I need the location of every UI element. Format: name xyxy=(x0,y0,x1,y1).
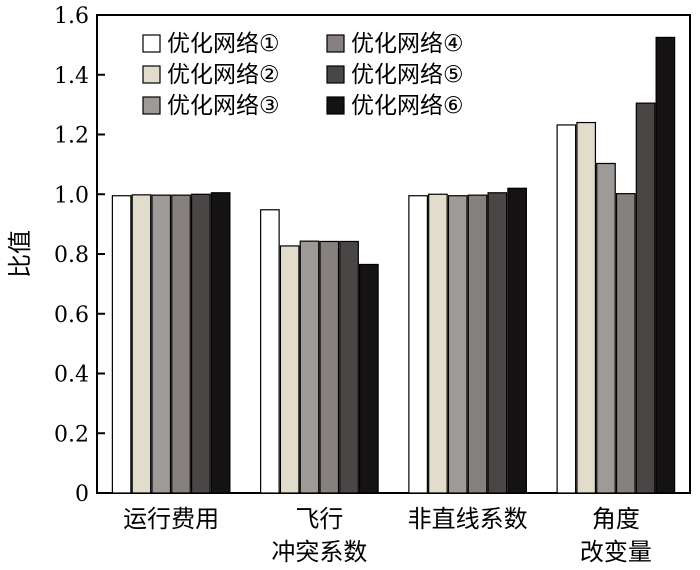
bar xyxy=(487,192,508,494)
bar xyxy=(299,240,320,494)
bar xyxy=(467,194,488,494)
legend-swatch xyxy=(142,65,161,84)
y-tick-label: 0 xyxy=(75,482,89,507)
bar xyxy=(131,194,152,494)
legend-swatch xyxy=(142,34,161,53)
legend-label: 优化网络⑤ xyxy=(351,62,464,88)
bar xyxy=(655,36,676,494)
bar xyxy=(190,193,211,494)
x-tick-label: 冲突系数 xyxy=(271,538,367,566)
y-axis-label: 比值 xyxy=(6,230,34,278)
bar xyxy=(279,245,300,494)
y-tick-label: 0.4 xyxy=(54,363,89,388)
legend-swatch xyxy=(326,96,345,115)
y-axis: 0 0.2 0.4 0.6 0.8 1.0 1.2 1.4 1.6 xyxy=(54,4,105,507)
y-tick-label: 0.2 xyxy=(54,422,89,447)
legend-swatch xyxy=(326,34,345,53)
y-tick-label: 1.4 xyxy=(54,64,89,89)
bar xyxy=(635,102,656,494)
bar xyxy=(428,193,448,494)
bar xyxy=(447,195,468,494)
legend-swatch xyxy=(326,65,345,84)
legend-swatch xyxy=(142,96,161,115)
bar xyxy=(260,209,280,494)
legend-label: 优化网络⑥ xyxy=(351,93,464,119)
x-tick-label: 非直线系数 xyxy=(408,505,528,533)
y-tick-label: 0.8 xyxy=(54,243,89,268)
bars xyxy=(111,36,676,494)
bar xyxy=(576,121,597,494)
y-tick-label: 1.0 xyxy=(54,183,89,208)
bar xyxy=(171,194,191,494)
y-tick-label: 1.6 xyxy=(54,4,89,29)
legend-label: 优化网络④ xyxy=(351,31,464,57)
bar xyxy=(319,240,340,494)
x-tick-label: 角度 xyxy=(592,505,640,533)
x-tick-label: 飞行 xyxy=(295,505,343,533)
bar xyxy=(615,193,636,494)
bar xyxy=(210,192,231,494)
y-tick-label: 1.2 xyxy=(54,124,89,149)
bar xyxy=(408,195,428,494)
y-tick-label: 0.6 xyxy=(54,303,89,328)
x-tick-label: 运行费用 xyxy=(123,505,219,533)
legend: 优化网络① 优化网络② 优化网络③ 优化网络④ 优化网络⑤ 优化网络⑥ xyxy=(142,31,464,119)
x-tick-label: 改变量 xyxy=(580,538,652,566)
legend-label: 优化网络③ xyxy=(167,93,280,119)
legend-label: 优化网络① xyxy=(167,31,280,57)
bar xyxy=(111,195,132,494)
bar xyxy=(151,194,172,494)
legend-label: 优化网络② xyxy=(167,62,280,88)
bar xyxy=(556,124,577,494)
bar xyxy=(596,162,616,494)
bar xyxy=(359,263,379,494)
bar xyxy=(339,240,359,494)
bar xyxy=(507,187,527,494)
